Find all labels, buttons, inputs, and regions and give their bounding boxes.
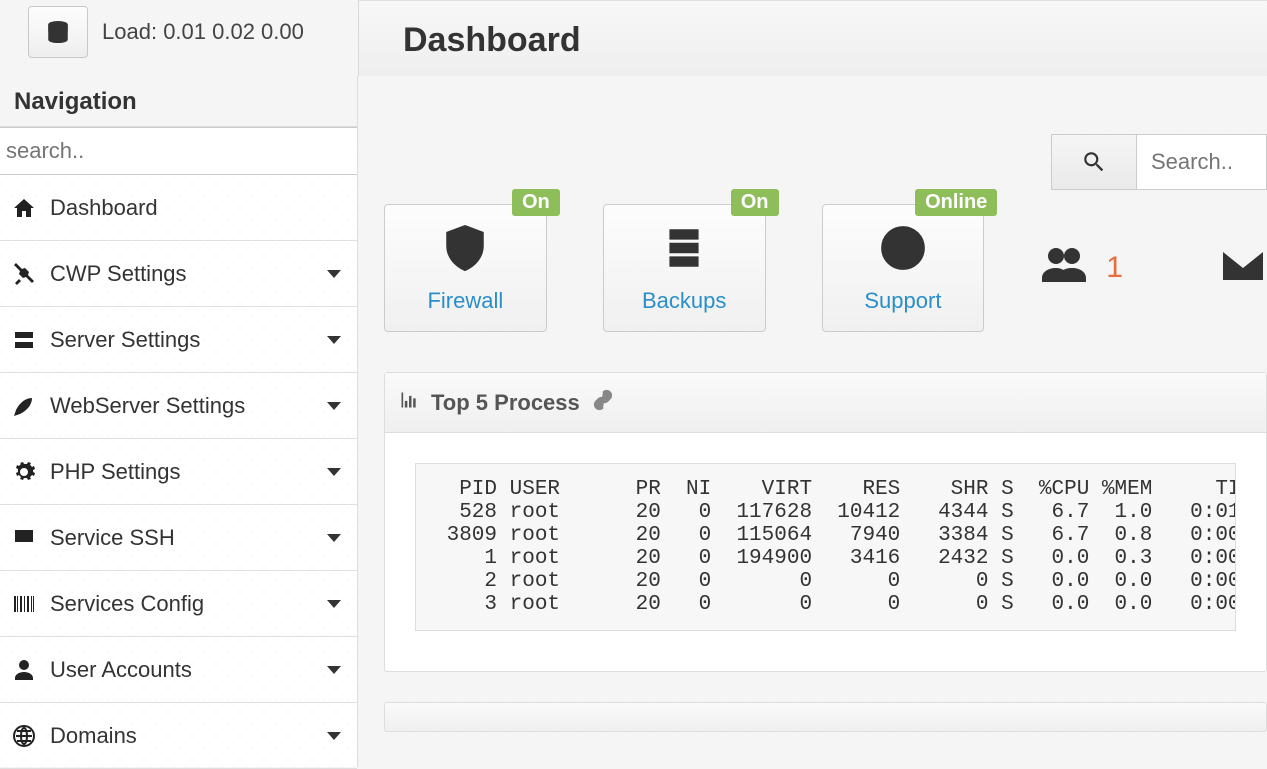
barcode-icon [10,590,38,618]
panel-placeholder [384,702,1267,732]
chevron-down-icon [327,468,341,476]
feather-icon [10,392,38,420]
process-panel: Top 5 Process PID USER PR NI VIRT RES SH… [384,372,1267,672]
sidebar-item-user-accounts[interactable]: User Accounts [0,637,357,703]
page-title: Dashboard [403,21,1267,60]
firewall-card[interactable]: OnFirewall [384,204,547,332]
users-count: 1 [1106,251,1123,285]
support-card[interactable]: OnlineSupport [822,204,985,332]
drives-icon [659,223,709,278]
sidebar-item-dashboard[interactable]: Dashboard [0,175,357,241]
card-label: Backups [642,288,726,314]
users-icon [1040,242,1088,295]
bar-chart-icon [399,390,419,416]
search-button[interactable] [1051,134,1137,190]
process-table: PID USER PR NI VIRT RES SHR S %CPU %MEM … [415,463,1236,631]
search-icon [1081,149,1107,175]
sidebar-item-services-config[interactable]: Services Config [0,571,357,637]
nav-search-input[interactable] [0,127,357,175]
chevron-down-icon [327,600,341,608]
chevron-down-icon [327,732,341,740]
database-icon [45,19,71,45]
status-badge: Online [915,189,997,216]
chevron-down-icon [327,666,341,674]
card-label: Support [864,288,941,314]
sidebar-item-label: Server Settings [50,327,200,353]
backups-card[interactable]: OnBackups [603,204,766,332]
process-panel-title: Top 5 Process [431,390,580,416]
users-stat[interactable]: 1 [1040,242,1123,295]
search-input[interactable] [1137,134,1267,190]
chevron-down-icon [327,336,341,344]
mail-icon [1219,242,1267,295]
mail-stat[interactable] [1219,242,1267,295]
monitor-icon [10,524,38,552]
sidebar-item-php-settings[interactable]: PHP Settings [0,439,357,505]
sidebar-item-domains[interactable]: Domains [0,703,357,769]
sidebar-item-label: Domains [50,723,137,749]
chevron-down-icon [327,402,341,410]
card-label: Firewall [427,288,503,314]
chevron-down-icon [327,270,341,278]
chevron-down-icon [327,534,341,542]
globe-icon [10,722,38,750]
main-content: OnFirewallOnBackupsOnlineSupport1 Top 5 … [358,76,1267,767]
status-badge: On [512,189,560,216]
tools-icon [10,260,38,288]
gear-icon [10,458,38,486]
sidebar-item-label: PHP Settings [50,459,180,485]
lifebuoy-icon [878,223,928,278]
sidebar-item-label: User Accounts [50,657,192,683]
load-text: Load: 0.01 0.02 0.00 [102,19,304,45]
sidebar-item-server-settings[interactable]: Server Settings [0,307,357,373]
sidebar-item-service-ssh[interactable]: Service SSH [0,505,357,571]
sidebar-item-cwp-settings[interactable]: CWP Settings [0,241,357,307]
sidebar: Navigation Dashboard CWP Settings Server S… [0,76,358,767]
database-button[interactable] [28,6,88,58]
link-icon[interactable] [592,389,614,417]
sidebar-item-webserver-settings[interactable]: WebServer Settings [0,373,357,439]
user-icon [10,656,38,684]
shield-icon [440,223,490,278]
sidebar-item-label: WebServer Settings [50,393,245,419]
status-badge: On [731,189,779,216]
nav-title: Navigation [0,76,357,127]
server-icon [10,326,38,354]
sidebar-item-label: CWP Settings [50,261,187,287]
home-icon [10,194,38,222]
sidebar-item-label: Dashboard [50,195,158,221]
sidebar-item-label: Services Config [50,591,204,617]
sidebar-item-label: Service SSH [50,525,175,551]
